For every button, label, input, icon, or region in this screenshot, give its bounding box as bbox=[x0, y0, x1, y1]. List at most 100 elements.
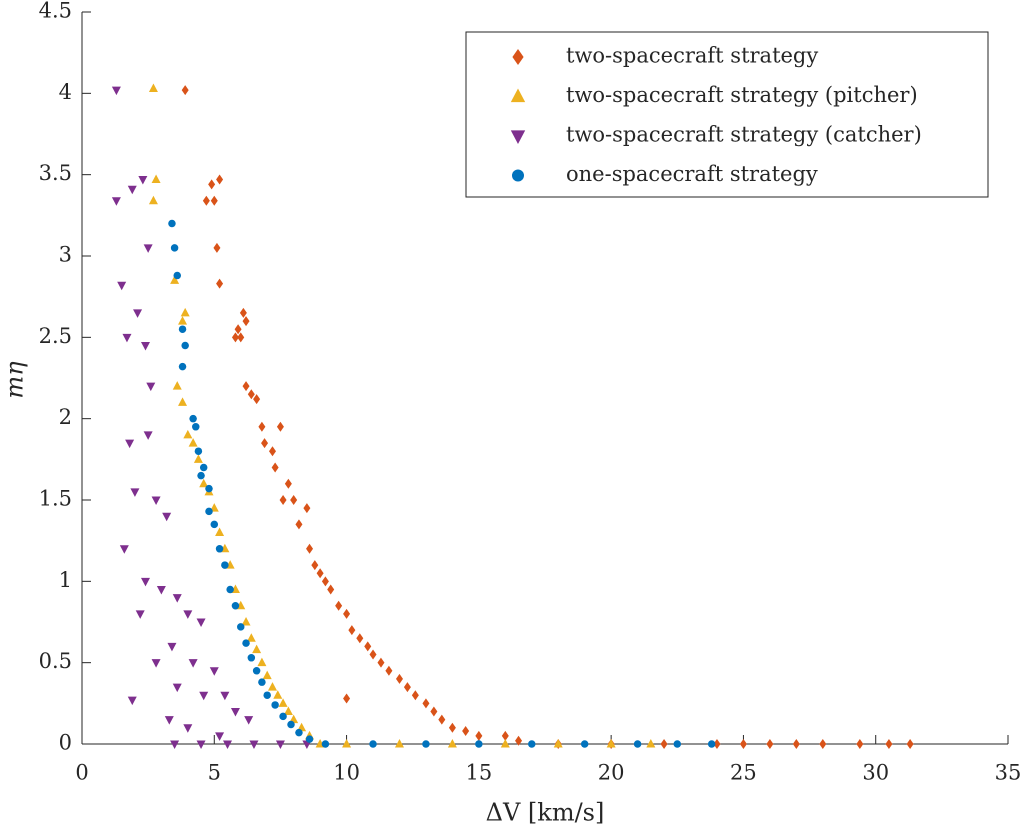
point bbox=[395, 673, 403, 684]
point bbox=[231, 601, 240, 610]
point bbox=[170, 275, 180, 284]
point bbox=[244, 716, 254, 725]
point bbox=[295, 728, 303, 737]
x-tick-label: 15 bbox=[465, 761, 492, 785]
point bbox=[199, 478, 209, 488]
point bbox=[172, 381, 182, 390]
point bbox=[148, 195, 158, 205]
point bbox=[133, 309, 143, 318]
point bbox=[261, 438, 269, 449]
point bbox=[707, 740, 716, 748]
point bbox=[422, 698, 430, 709]
point bbox=[223, 740, 233, 749]
y-tick-label: 1.5 bbox=[39, 487, 72, 511]
point bbox=[127, 696, 137, 706]
point bbox=[311, 560, 319, 571]
x-tick-label: 5 bbox=[208, 761, 221, 785]
point bbox=[275, 740, 285, 749]
point bbox=[792, 739, 800, 749]
point bbox=[553, 739, 563, 748]
point bbox=[234, 324, 242, 335]
point bbox=[180, 307, 190, 317]
point bbox=[231, 332, 239, 343]
point bbox=[196, 740, 206, 749]
point bbox=[230, 707, 240, 717]
point bbox=[501, 730, 509, 741]
point bbox=[247, 654, 256, 662]
point bbox=[122, 333, 132, 343]
point bbox=[283, 706, 293, 715]
point bbox=[258, 678, 266, 686]
point bbox=[215, 732, 225, 741]
point bbox=[316, 568, 324, 579]
point bbox=[183, 429, 193, 439]
point bbox=[278, 698, 288, 707]
point bbox=[646, 739, 656, 748]
y-tick-label: 0.5 bbox=[39, 649, 72, 673]
point bbox=[411, 690, 419, 701]
y-tick-label: 4.5 bbox=[39, 0, 72, 23]
point bbox=[369, 649, 377, 660]
point bbox=[164, 716, 174, 725]
point bbox=[273, 690, 283, 699]
point bbox=[130, 488, 140, 497]
point bbox=[279, 712, 287, 721]
point bbox=[290, 495, 298, 505]
point bbox=[239, 307, 247, 318]
x-tick-label: 20 bbox=[598, 761, 625, 785]
point bbox=[242, 316, 250, 327]
point bbox=[271, 462, 279, 473]
legend-label: two-spacecraft strategy (pitcher) bbox=[566, 83, 918, 107]
point bbox=[906, 739, 914, 749]
point bbox=[252, 667, 261, 675]
point bbox=[856, 739, 864, 749]
point bbox=[885, 739, 893, 749]
point bbox=[257, 657, 267, 667]
point bbox=[192, 423, 200, 431]
point bbox=[226, 585, 234, 594]
point bbox=[213, 242, 221, 253]
point bbox=[306, 543, 314, 554]
point bbox=[377, 657, 385, 668]
point bbox=[606, 739, 616, 748]
point bbox=[253, 394, 261, 405]
point bbox=[135, 610, 145, 619]
y-tick-label: 4 bbox=[59, 80, 72, 104]
point bbox=[167, 642, 177, 652]
point bbox=[146, 382, 156, 392]
point bbox=[173, 271, 181, 280]
point bbox=[448, 722, 456, 733]
point bbox=[271, 701, 279, 709]
point bbox=[660, 739, 668, 749]
point bbox=[162, 512, 172, 522]
point bbox=[183, 724, 193, 733]
point bbox=[151, 496, 161, 505]
legend-label: two-spacecraft strategy (catcher) bbox=[566, 123, 922, 147]
y-tick-label: 3 bbox=[59, 243, 72, 267]
point bbox=[295, 519, 303, 530]
point bbox=[279, 495, 287, 505]
point bbox=[284, 478, 292, 489]
point bbox=[276, 421, 284, 432]
point bbox=[178, 362, 187, 371]
point bbox=[197, 471, 205, 480]
point bbox=[247, 389, 255, 400]
legend-marker bbox=[510, 88, 526, 103]
point bbox=[178, 325, 187, 333]
point bbox=[140, 341, 150, 351]
legend-marker bbox=[512, 169, 524, 182]
point bbox=[385, 665, 393, 676]
point bbox=[246, 633, 256, 642]
point bbox=[189, 414, 197, 423]
point bbox=[369, 740, 377, 748]
point bbox=[178, 397, 188, 406]
x-axis-label: ΔV [km/s] bbox=[486, 799, 605, 827]
legend-marker bbox=[512, 49, 524, 65]
point bbox=[262, 670, 272, 680]
point bbox=[199, 463, 208, 472]
point bbox=[287, 720, 295, 729]
point bbox=[181, 85, 189, 96]
point bbox=[267, 682, 277, 691]
point bbox=[430, 706, 438, 717]
point bbox=[475, 740, 483, 748]
